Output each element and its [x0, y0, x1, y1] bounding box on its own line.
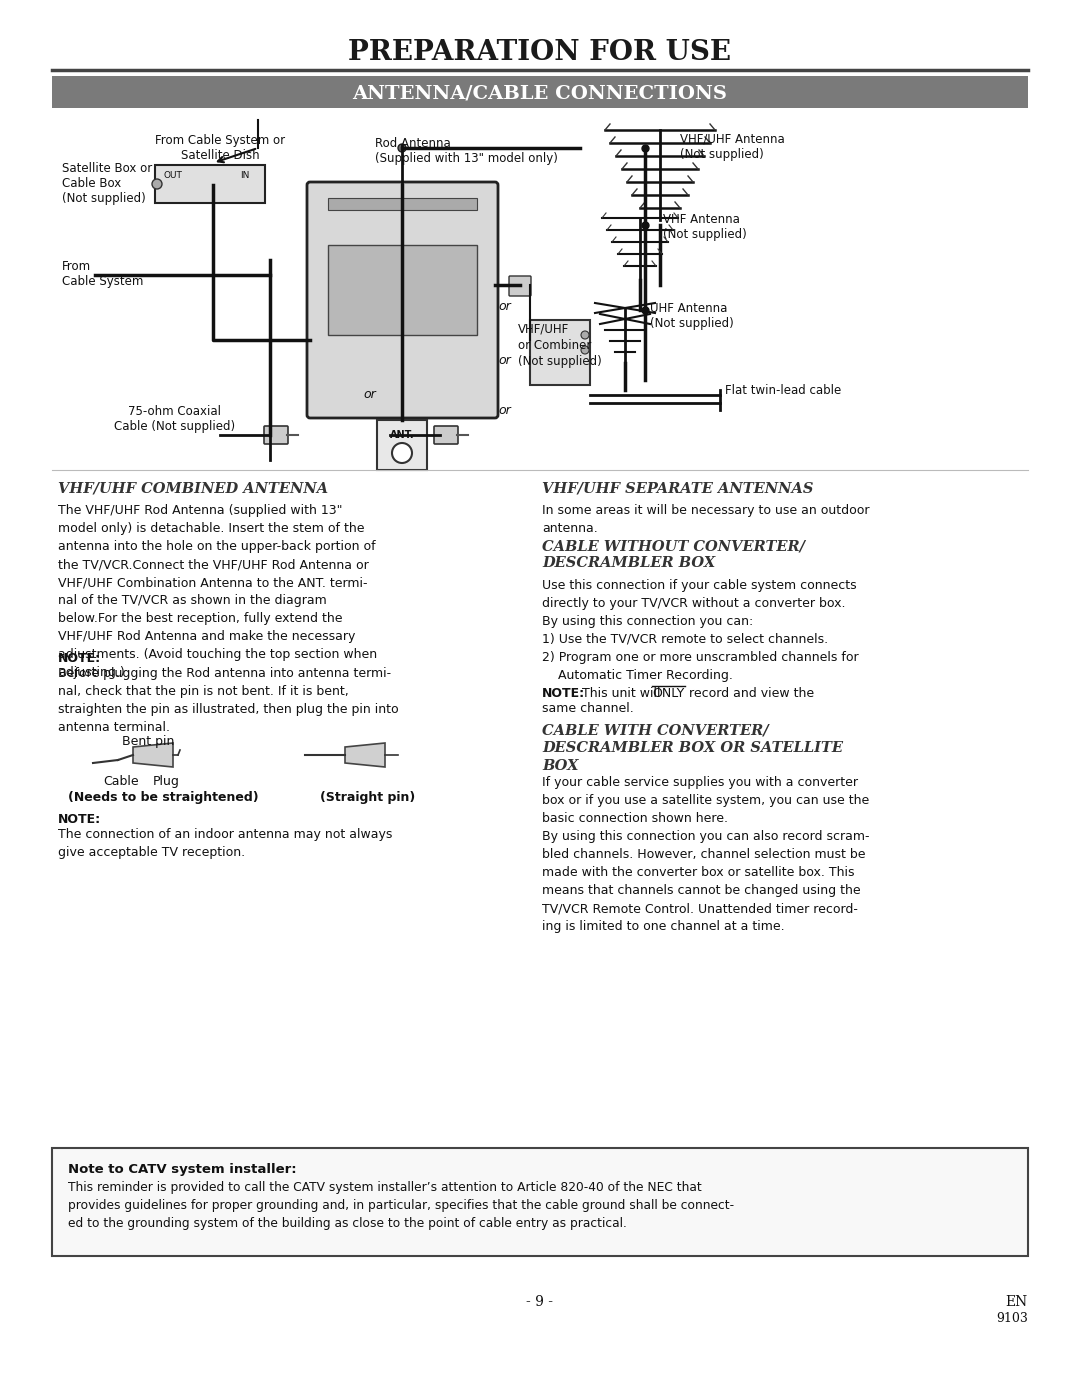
Text: Plug: Plug	[153, 775, 180, 788]
Text: VHF Antenna
(Not supplied): VHF Antenna (Not supplied)	[663, 212, 746, 242]
Text: IN: IN	[240, 170, 249, 179]
Text: NOTE:: NOTE:	[58, 813, 102, 826]
Circle shape	[581, 346, 589, 353]
Text: UHF Antenna
(Not supplied): UHF Antenna (Not supplied)	[650, 302, 733, 330]
Text: VHF/UHF
or Combiner
(Not supplied): VHF/UHF or Combiner (Not supplied)	[518, 323, 602, 367]
FancyBboxPatch shape	[307, 182, 498, 418]
Text: NOTE:: NOTE:	[542, 687, 585, 700]
Circle shape	[581, 331, 589, 339]
Text: or: or	[499, 404, 511, 416]
Bar	[530, 320, 590, 386]
Text: ANT.: ANT.	[390, 430, 415, 440]
Text: This unit will: This unit will	[582, 687, 664, 700]
Text: This reminder is provided to call the CATV system installer’s attention to Artic: This reminder is provided to call the CA…	[68, 1180, 734, 1229]
Text: Satellite Box or
Cable Box
(Not supplied): Satellite Box or Cable Box (Not supplied…	[62, 162, 152, 205]
Bar	[328, 244, 477, 335]
Text: In some areas it will be necessary to use an outdoor
antenna.: In some areas it will be necessary to us…	[542, 504, 869, 535]
Text: CABLE WITH CONVERTER/
DESCRAMBLER BOX OR SATELLITE
BOX: CABLE WITH CONVERTER/ DESCRAMBLER BOX OR…	[542, 724, 843, 773]
Text: Cable: Cable	[103, 775, 138, 788]
Text: VHF/UHF SEPARATE ANTENNAS: VHF/UHF SEPARATE ANTENNAS	[542, 482, 813, 496]
Text: CABLE WITHOUT CONVERTER/
DESCRAMBLER BOX: CABLE WITHOUT CONVERTER/ DESCRAMBLER BOX	[542, 539, 805, 570]
FancyBboxPatch shape	[264, 426, 288, 444]
Text: VHF/UHF Antenna
(Not supplied): VHF/UHF Antenna (Not supplied)	[680, 133, 785, 161]
Text: record and view the: record and view the	[685, 687, 814, 700]
Text: 75-ohm Coaxial
Cable (Not supplied): 75-ohm Coaxial Cable (Not supplied)	[114, 405, 235, 433]
Text: 9103: 9103	[996, 1312, 1028, 1324]
Text: Note to CATV system installer:: Note to CATV system installer:	[68, 1162, 297, 1176]
Text: Flat twin-lead cable: Flat twin-lead cable	[725, 384, 841, 397]
Text: If your cable service supplies you with a converter
box or if you use a satellit: If your cable service supplies you with …	[542, 775, 869, 933]
Text: same channel.: same channel.	[542, 703, 634, 715]
Text: or: or	[364, 388, 376, 401]
Text: VHF/UHF COMBINED ANTENNA: VHF/UHF COMBINED ANTENNA	[58, 482, 328, 496]
Text: ONLY: ONLY	[652, 687, 685, 700]
Text: (Needs to be straightened): (Needs to be straightened)	[68, 791, 258, 805]
Bar	[328, 198, 477, 210]
Text: Before plugging the Rod antenna into antenna termi-
nal, check that the pin is n: Before plugging the Rod antenna into ant…	[58, 666, 399, 733]
FancyBboxPatch shape	[509, 277, 531, 296]
Text: NOTE:: NOTE:	[58, 652, 102, 665]
Polygon shape	[133, 743, 173, 767]
Text: The connection of an indoor antenna may not always
give acceptable TV reception.: The connection of an indoor antenna may …	[58, 828, 392, 859]
Text: PREPARATION FOR USE: PREPARATION FOR USE	[349, 39, 731, 66]
Text: Rod Antenna
(Supplied with 13" model only): Rod Antenna (Supplied with 13" model onl…	[375, 137, 558, 165]
Text: (Straight pin): (Straight pin)	[320, 791, 415, 805]
Text: From Cable System or
Satellite Dish: From Cable System or Satellite Dish	[154, 134, 285, 162]
Text: From
Cable System: From Cable System	[62, 260, 144, 288]
Circle shape	[152, 179, 162, 189]
Text: or: or	[499, 300, 511, 313]
FancyBboxPatch shape	[434, 426, 458, 444]
Text: - 9 -: - 9 -	[527, 1295, 554, 1309]
Text: The VHF/UHF Rod Antenna (supplied with 13"
model only) is detachable. Insert the: The VHF/UHF Rod Antenna (supplied with 1…	[58, 504, 377, 679]
Bar	[377, 420, 427, 469]
Text: Bent pin: Bent pin	[122, 735, 174, 747]
Bar	[52, 75, 1028, 108]
Text: EN: EN	[1005, 1295, 1028, 1309]
Bar	[52, 1148, 1028, 1256]
Polygon shape	[345, 743, 384, 767]
Circle shape	[399, 144, 406, 152]
Text: OUT: OUT	[163, 170, 181, 179]
Text: ANTENNA/CABLE CONNECTIONS: ANTENNA/CABLE CONNECTIONS	[352, 84, 728, 102]
Text: Use this connection if your cable system connects
directly to your TV/VCR withou: Use this connection if your cable system…	[542, 578, 859, 682]
Bar	[156, 165, 265, 203]
Text: or: or	[499, 353, 511, 366]
Circle shape	[392, 443, 411, 462]
